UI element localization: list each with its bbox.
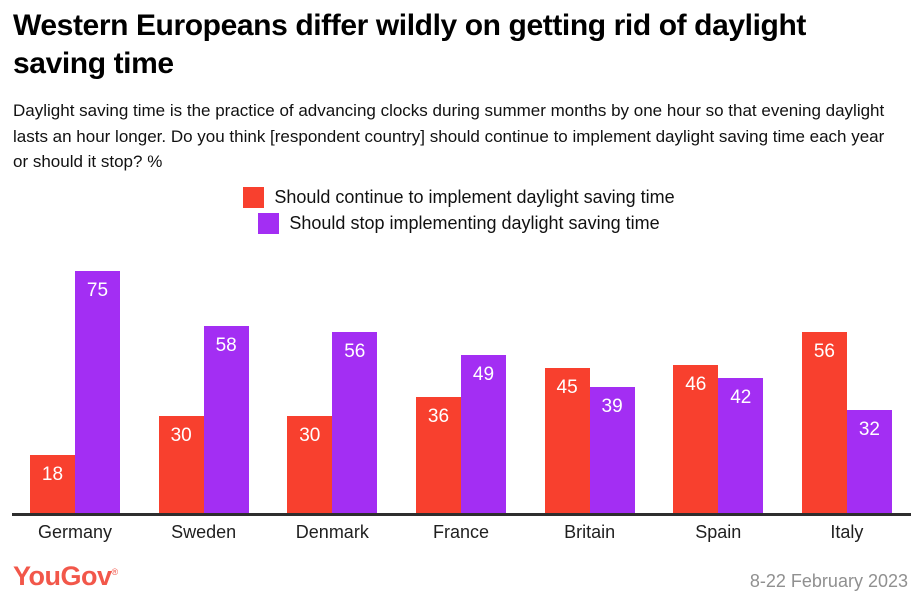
category-label-spain: Spain [695, 521, 742, 542]
category-label-germany: Germany [37, 521, 113, 542]
bar-continue-germany: 18 [30, 454, 75, 513]
x-axis-labels: Germany Sweden Denmark France Britain Spain It… [0, 522, 918, 543]
bar-value-label: 39 [601, 395, 623, 417]
legend-item-continue: Should continue to implement daylight sa… [243, 186, 675, 208]
registered-mark: ® [111, 567, 119, 577]
category-label-italy: Italy [830, 521, 864, 542]
bar-continue-britain: 45 [544, 367, 590, 513]
bar-value-label: 30 [170, 424, 192, 446]
chart-header: Western Europeans differ wildly on getti… [0, 0, 918, 175]
bar-stop-germany: 75 [75, 270, 120, 513]
chart-subtitle: Daylight saving time is the practice of … [13, 101, 885, 171]
bar-value-label: 56 [344, 340, 366, 362]
bar-value-label: 30 [299, 424, 321, 446]
bar-value-label: 45 [556, 376, 578, 398]
legend-swatch-stop [258, 212, 280, 234]
bar-stop-denmark: 56 [332, 331, 378, 513]
bar-stop-sweden: 58 [203, 325, 249, 513]
legend-label-continue: Should continue to implement daylight sa… [274, 186, 675, 207]
bar-stop-italy: 32 [846, 409, 892, 513]
fieldwork-dates: 8-22 February 2023 [749, 571, 908, 591]
legend-swatch-continue [243, 186, 265, 208]
legend-item-stop: Should stop implementing daylight saving… [258, 212, 660, 234]
bar-group-britain: 45 39 [544, 367, 635, 513]
bar-stop-spain: 42 [718, 377, 764, 513]
bar-value-label: 58 [215, 334, 237, 356]
yougov-logo: YouGov® [13, 561, 118, 592]
bar-value-label: 32 [858, 418, 880, 440]
bar-continue-sweden: 30 [158, 415, 204, 513]
bar-group-italy: 56 32 [801, 331, 892, 513]
category-label-denmark: Denmark [295, 521, 369, 542]
chart-footer: YouGov® 8-22 February 2023 [13, 561, 908, 592]
bar-continue-italy: 56 [801, 331, 847, 513]
bar-value-label: 56 [813, 340, 835, 362]
bar-continue-spain: 46 [673, 364, 719, 513]
bar-group-spain: 46 42 [673, 364, 764, 513]
yougov-logo-text: YouGov [13, 561, 112, 591]
bar-group-denmark: 30 56 [287, 331, 378, 513]
chart-title: Western Europeans differ wildly on getti… [13, 9, 806, 80]
bar-group-sweden: 30 58 [158, 325, 249, 513]
bar-value-label: 36 [427, 405, 450, 427]
bar-continue-denmark: 30 [287, 415, 333, 513]
category-label-britain: Britain [564, 521, 616, 542]
bar-chart: 18 75 30 58 30 56 36 49 45 39 46 42 56 32 Germany Swed… [0, 255, 918, 543]
bar-value-label: 49 [472, 363, 495, 385]
legend-label-stop: Should stop implementing daylight saving… [289, 212, 660, 233]
bar-group-germany: 18 75 [30, 270, 120, 513]
category-label-france: France [432, 521, 489, 542]
chart-legend: Should continue to implement daylight sa… [0, 186, 918, 234]
bar-value-label: 42 [730, 386, 752, 408]
category-label-sweden: Sweden [171, 521, 237, 542]
bar-group-france: 36 49 [415, 354, 506, 513]
bar-value-label: 46 [685, 373, 707, 395]
bar-value-label: 18 [41, 463, 64, 485]
x-axis-line [12, 512, 911, 516]
plot-area: 18 75 30 58 30 56 36 49 45 39 46 42 56 32 [0, 255, 918, 513]
bar-value-label: 75 [86, 279, 109, 301]
bar-stop-france: 49 [460, 354, 506, 513]
bar-stop-britain: 39 [589, 386, 635, 513]
bar-continue-france: 36 [415, 396, 461, 513]
